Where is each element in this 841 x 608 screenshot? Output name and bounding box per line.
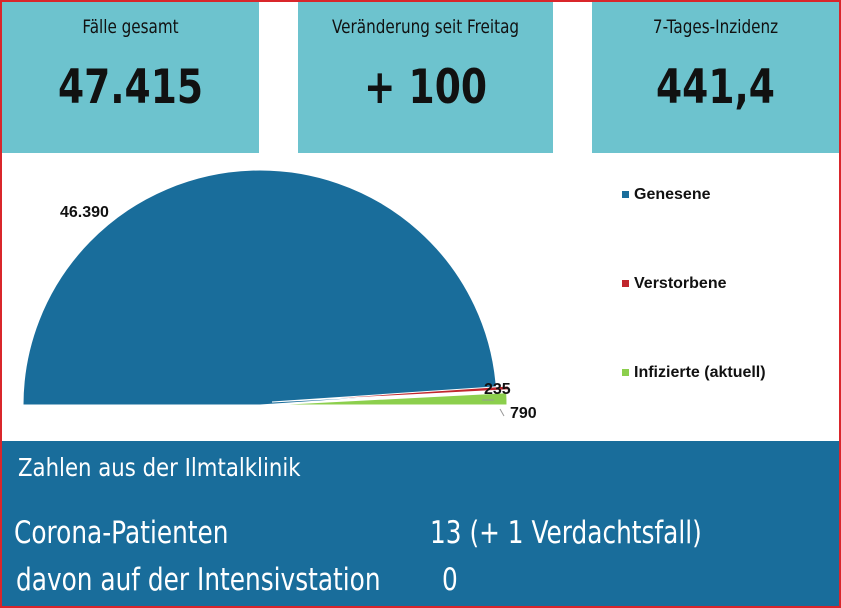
card-label: Veränderung seit Freitag bbox=[331, 16, 520, 38]
legend-swatch bbox=[622, 369, 629, 376]
pie-slice-infizierte-aktuell bbox=[269, 392, 508, 406]
leader-line bbox=[499, 408, 505, 417]
pie-slice-genesene bbox=[22, 169, 497, 406]
corona-patients-label: Corona-Patienten bbox=[14, 515, 229, 551]
legend-swatch bbox=[622, 280, 629, 287]
card-value: 441,4 bbox=[656, 60, 775, 115]
card-label: 7-Tages-Inzidenz bbox=[652, 16, 779, 38]
card-change-since-friday: Veränderung seit Freitag + 100 bbox=[298, 2, 553, 153]
legend-entry: Infizierte (aktuell) bbox=[634, 364, 766, 381]
legend-entry: Genesene bbox=[634, 186, 711, 203]
pie-chart: 46.390 235 790 Genesene Verstorbene Infiziert… bbox=[22, 169, 766, 422]
pie-slice-verstorbene bbox=[271, 385, 510, 403]
clinic-panel: Zahlen aus der Ilmtalklinik Corona-Patie… bbox=[2, 441, 839, 606]
data-label: 235 bbox=[484, 381, 511, 398]
card-value: + 100 bbox=[363, 60, 488, 115]
card-7-day-incidence: 7-Tages-Inzidenz 441,4 bbox=[592, 2, 839, 153]
data-label: 46.390 bbox=[60, 204, 109, 221]
clinic-title: Zahlen aus der Ilmtalklinik bbox=[18, 453, 301, 482]
icu-value: 0 bbox=[442, 562, 458, 598]
card-label: Fälle gesamt bbox=[82, 16, 179, 38]
legend-swatch bbox=[622, 191, 629, 198]
data-label: 790 bbox=[510, 405, 537, 422]
card-total-cases: Fälle gesamt 47.415 bbox=[2, 2, 259, 153]
icu-label: davon auf der Intensivstation bbox=[16, 562, 381, 598]
legend-entry: Verstorbene bbox=[634, 275, 727, 292]
corona-patients-value: 13 (+ 1 Verdachtsfall) bbox=[430, 515, 702, 551]
card-value: 47.415 bbox=[57, 60, 204, 115]
